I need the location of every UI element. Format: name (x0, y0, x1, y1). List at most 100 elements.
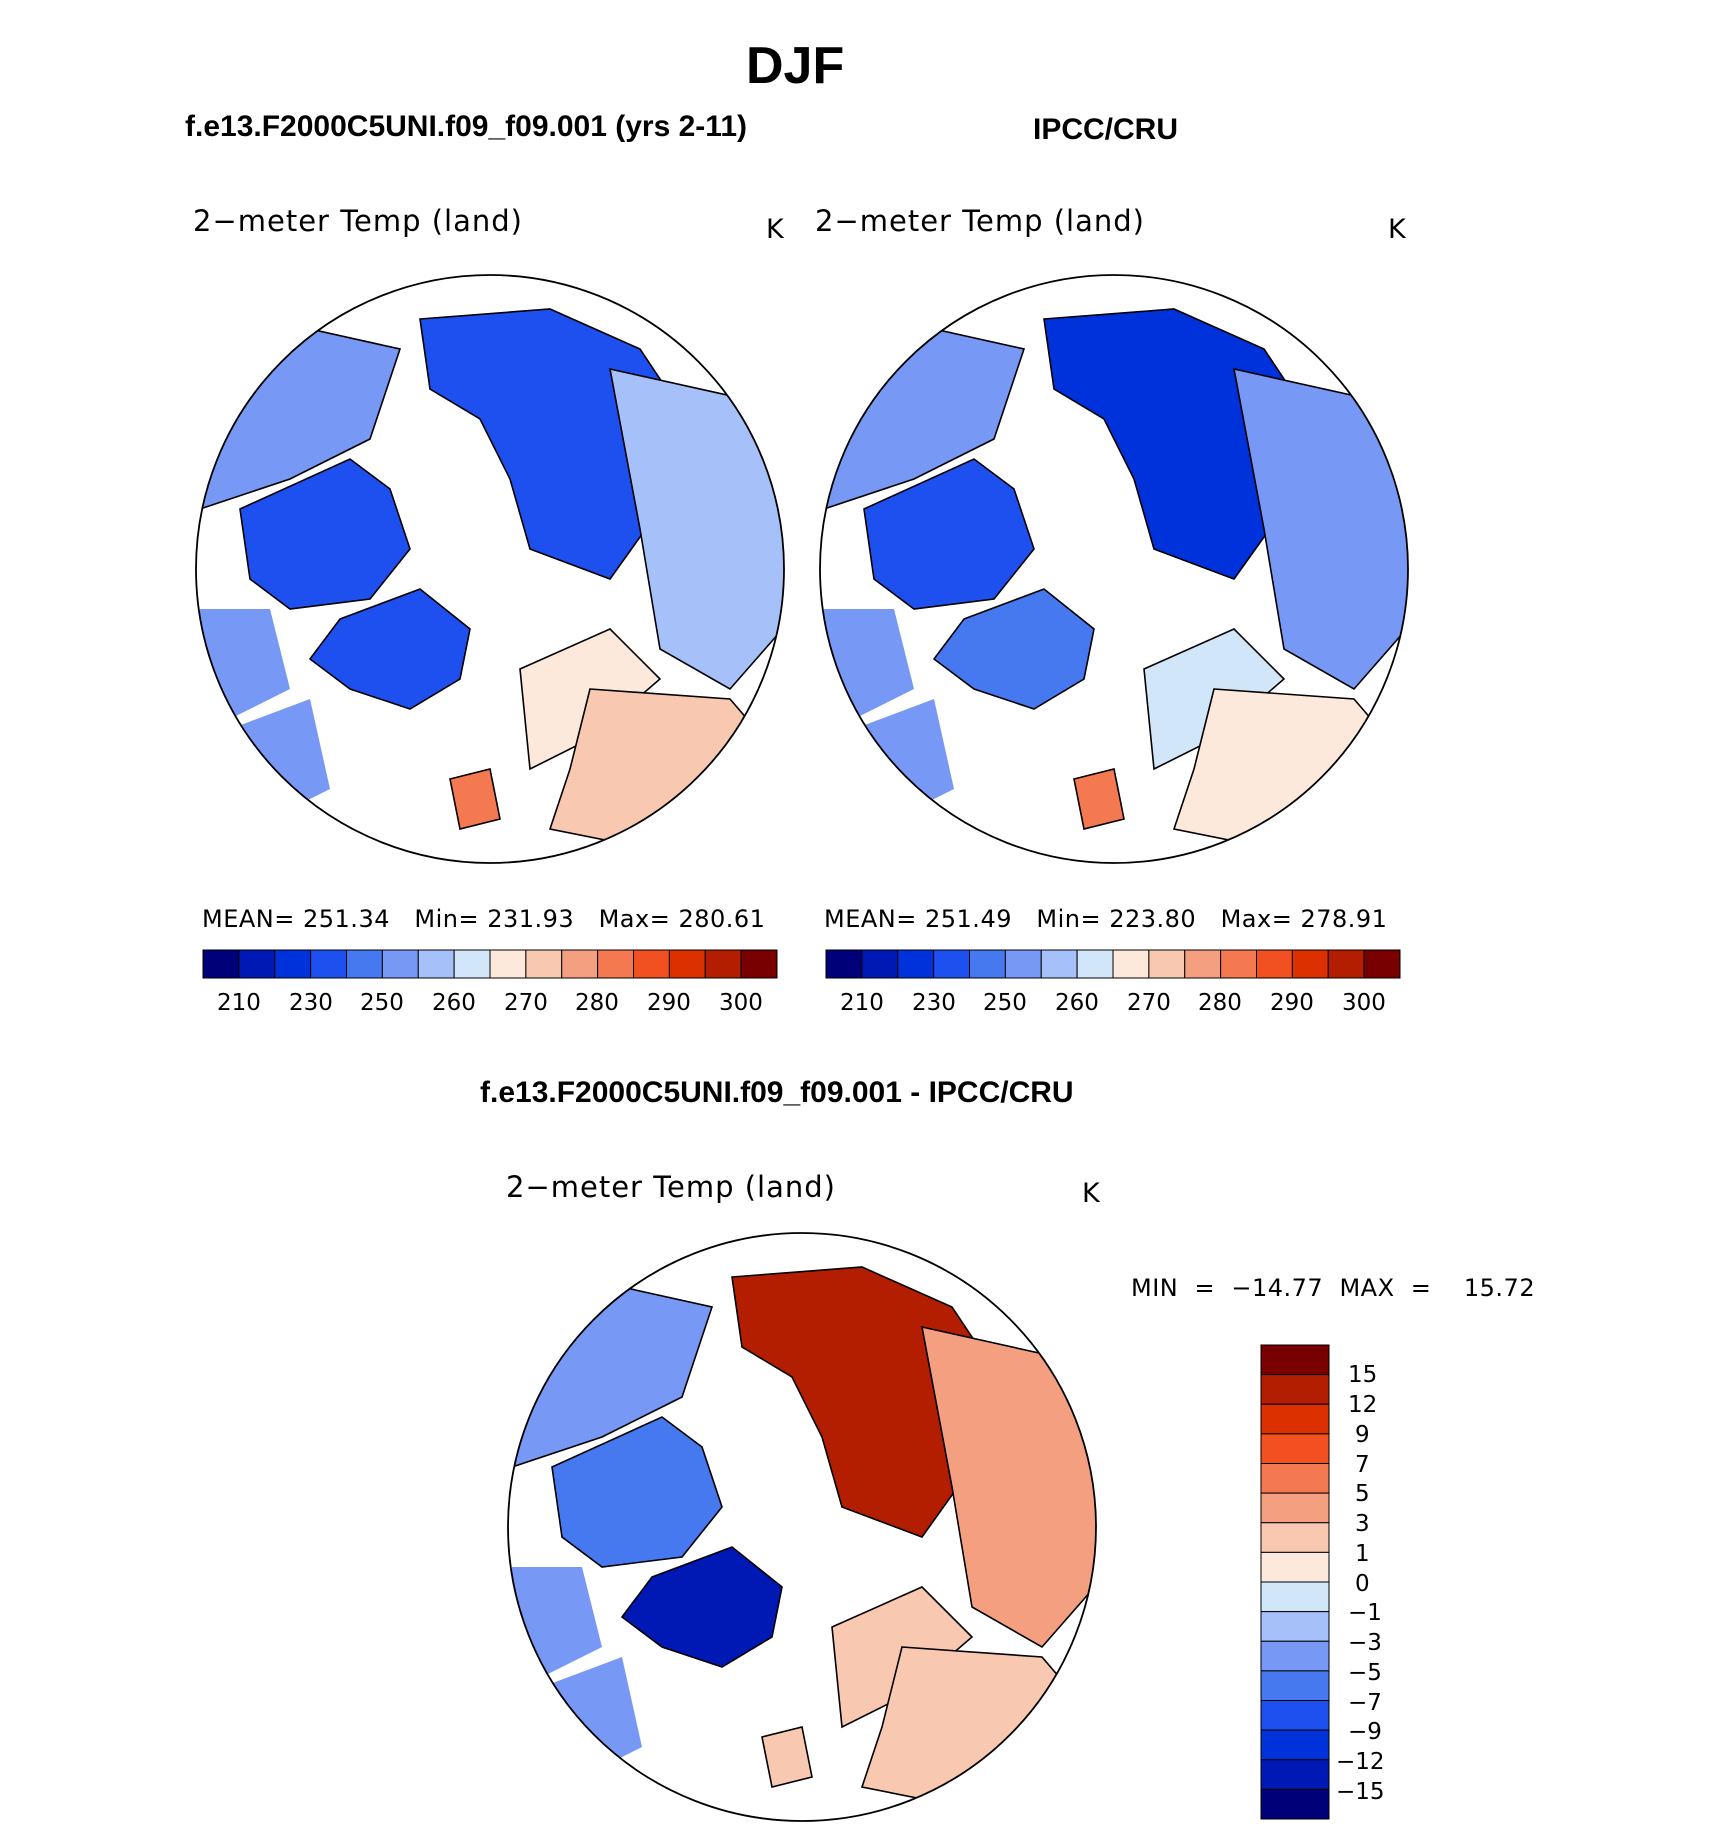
colorbar-swatch (897, 949, 935, 979)
land-region (551, 1416, 723, 1568)
colorbar-tick-label: 290 (1270, 990, 1314, 1016)
panel3-case-title: f.e13.F2000C5UNI.f09_f09.001 - IPCC/CRU (480, 1076, 1074, 1109)
colorbar-swatch (1004, 949, 1042, 979)
figure-season-title: DJF (746, 37, 845, 95)
colorbar-swatch (668, 949, 706, 979)
colorbar-tick-label: 7 (1355, 1452, 1370, 1478)
colorbar-swatch (933, 949, 970, 979)
colorbar-swatch (1260, 1463, 1330, 1494)
colorbar-swatch (1260, 1522, 1330, 1553)
colorbar-tick-label: −1 (1348, 1600, 1382, 1626)
colorbar-swatch (525, 949, 563, 979)
mean-value: 251.49 (925, 905, 1012, 933)
panel2-variable-title: 2−meter Temp (land) (815, 204, 1145, 238)
panel3-variable-title: 2−meter Temp (land) (506, 1170, 836, 1204)
panel1-stats: MEAN= 251.34 Min= 231.93 Max= 280.61 (202, 905, 765, 933)
colorbar-tick-label: 9 (1355, 1422, 1370, 1448)
colorbar-tick-label: 260 (1055, 990, 1099, 1016)
panel2-units: K (1388, 214, 1406, 245)
min-value: 231.93 (487, 905, 575, 933)
land-region (542, 1657, 642, 1777)
mean-label: MEAN= (824, 905, 917, 933)
max-label: Max= (598, 905, 671, 933)
panel2-map (820, 275, 1408, 863)
colorbar-swatch (1260, 1670, 1330, 1701)
land-region (308, 588, 471, 710)
max-value: 278.91 (1300, 905, 1388, 933)
colorbar-swatch (825, 949, 863, 979)
colorbar-swatch (1260, 1374, 1330, 1405)
land-region (761, 1726, 813, 1788)
colorbar-tick-label: 280 (575, 990, 619, 1016)
colorbar-tick-label: 1 (1355, 1541, 1370, 1567)
colorbar-tick-label: 15 (1348, 1362, 1378, 1388)
colorbar-swatch (1260, 1611, 1330, 1642)
colorbar-swatch (1260, 1759, 1330, 1790)
colorbar-swatch (274, 949, 312, 979)
colorbar-swatch (1148, 949, 1186, 979)
colorbar-swatch (1040, 949, 1078, 979)
colorbar-swatch (1260, 1581, 1330, 1613)
max-value: 280.61 (678, 905, 766, 933)
panel3-colorbar (1260, 1344, 1330, 1820)
colorbar-tick-label: 250 (360, 990, 404, 1016)
colorbar-swatch (561, 949, 599, 979)
colorbar-tick-label: 0 (1355, 1571, 1370, 1597)
panel1-units: K (766, 214, 784, 245)
panel3-map (508, 1233, 1096, 1821)
colorbar-swatch (597, 949, 634, 979)
colorbar-swatch (1076, 949, 1114, 979)
land-region (932, 588, 1095, 710)
land-region (863, 458, 1035, 610)
colorbar-swatch (1260, 1492, 1330, 1524)
colorbar-tick-label: −7 (1348, 1690, 1382, 1716)
min-label: Min= (414, 905, 480, 933)
colorbar-swatch (740, 949, 778, 979)
colorbar-swatch (1220, 949, 1257, 979)
land-region (620, 1546, 783, 1668)
panel2-colorbar (825, 949, 1401, 979)
colorbar-tick-label: 230 (912, 990, 956, 1016)
min-label: Min= (1036, 905, 1102, 933)
map-boundary (507, 1232, 1097, 1822)
land-region (1232, 367, 1408, 691)
colorbar-tick-label: −9 (1348, 1719, 1382, 1745)
land-region (608, 367, 784, 691)
land-region (548, 688, 784, 850)
panel3-units: K (1082, 1178, 1100, 1209)
colorbar-swatch (1260, 1729, 1330, 1761)
mean-label: MEAN= (202, 905, 295, 933)
max-label: Max= (1220, 905, 1293, 933)
colorbar-tick-label: 210 (840, 990, 884, 1016)
colorbar-swatch (1260, 1700, 1330, 1731)
colorbar-tick-label: 230 (289, 990, 333, 1016)
panel3-stats: MIN = −14.77 MAX = 15.72 (1131, 1274, 1536, 1302)
map-outlines (195, 274, 1409, 1822)
colorbar-swatch (417, 949, 455, 979)
land-region (239, 458, 411, 610)
colorbar-swatch (238, 949, 276, 979)
colorbar-tick-label: −12 (1336, 1749, 1385, 1775)
colorbar-swatch (1260, 1551, 1330, 1583)
colorbar-swatch (1260, 1403, 1330, 1435)
colorbar-swatch (381, 949, 419, 979)
map-boundary (195, 274, 785, 864)
colorbar-tick-label: −3 (1348, 1630, 1382, 1656)
panel1-case-title: f.e13.F2000C5UNI.f09_f09.001 (yrs 2-11) (185, 110, 748, 143)
colorbar-tick-label: 5 (1355, 1481, 1370, 1507)
panel1-map (196, 275, 784, 863)
colorbar-swatch (969, 949, 1006, 979)
colorbar-swatch (1327, 949, 1365, 979)
colorbar-swatch (1260, 1433, 1330, 1464)
colorbar-tick-label: 300 (719, 990, 763, 1016)
colorbar-swatch (202, 949, 240, 979)
colorbar-swatch (1260, 1788, 1330, 1820)
colorbar-swatch (489, 949, 527, 979)
colorbar-tick-label: 250 (983, 990, 1027, 1016)
mean-value: 251.34 (303, 905, 390, 933)
colorbar-tick-label: 270 (1127, 990, 1171, 1016)
panel2-case-title: IPCC/CRU (1033, 113, 1179, 146)
colorbar-swatch (310, 949, 347, 979)
land-region (1073, 768, 1125, 830)
